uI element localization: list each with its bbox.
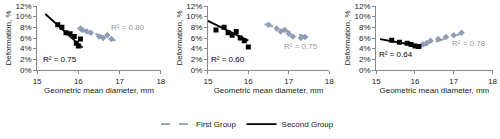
svg-text:17: 17 — [284, 77, 293, 86]
svg-text:0%: 0% — [191, 66, 203, 75]
svg-text:2%: 2% — [20, 55, 32, 64]
svg-text:R² = 0.78: R² = 0.78 — [452, 39, 486, 48]
svg-text:15: 15 — [372, 77, 381, 86]
svg-text:16: 16 — [411, 77, 420, 86]
svg-text:12%: 12% — [16, 2, 32, 11]
svg-text:10%: 10% — [355, 12, 371, 21]
svg-text:R² = 0.60: R² = 0.60 — [211, 55, 245, 64]
svg-text:12%: 12% — [186, 2, 202, 11]
svg-text:8%: 8% — [20, 23, 32, 32]
svg-text:6%: 6% — [20, 34, 32, 43]
svg-text:16: 16 — [74, 77, 83, 86]
svg-text:R² = 0.80: R² = 0.80 — [111, 23, 145, 32]
svg-text:Geometric mean diameter, mm: Geometric mean diameter, mm — [214, 86, 324, 95]
svg-text:18: 18 — [325, 77, 334, 86]
svg-text:8%: 8% — [191, 23, 203, 32]
svg-text:15: 15 — [203, 77, 212, 86]
svg-text:R² = 0.75: R² = 0.75 — [284, 42, 318, 51]
svg-text:10%: 10% — [16, 12, 32, 21]
svg-text:8%: 8% — [359, 23, 371, 32]
svg-text:17: 17 — [449, 77, 458, 86]
svg-text:2%: 2% — [191, 55, 203, 64]
svg-text:Deformation, %: Deformation, % — [343, 10, 352, 65]
svg-text:17: 17 — [115, 77, 124, 86]
svg-text:Second Group: Second Group — [282, 120, 334, 129]
svg-text:6%: 6% — [191, 34, 203, 43]
svg-text:4%: 4% — [20, 44, 32, 53]
svg-text:18: 18 — [488, 77, 497, 86]
svg-text:18: 18 — [156, 77, 165, 86]
svg-text:4%: 4% — [191, 44, 203, 53]
svg-text:Geometric mean diameter, mm: Geometric mean diameter, mm — [379, 86, 489, 95]
svg-text:10%: 10% — [186, 12, 202, 21]
svg-text:R² = 0.75: R² = 0.75 — [43, 55, 77, 64]
svg-text:16: 16 — [244, 77, 253, 86]
svg-text:0%: 0% — [20, 66, 32, 75]
svg-text:4%: 4% — [359, 44, 371, 53]
svg-text:0%: 0% — [359, 66, 371, 75]
svg-text:R² = 0.64: R² = 0.64 — [379, 50, 413, 59]
svg-text:6%: 6% — [359, 34, 371, 43]
svg-text:15: 15 — [33, 77, 42, 86]
svg-text:Deformation, %: Deformation, % — [4, 10, 13, 65]
svg-text:Deformation, %: Deformation, % — [175, 10, 184, 65]
svg-text:12%: 12% — [355, 2, 371, 11]
svg-text:First Group: First Group — [196, 120, 237, 129]
svg-text:2%: 2% — [359, 55, 371, 64]
svg-text:Geometric mean diameter, mm: Geometric mean diameter, mm — [44, 86, 154, 95]
